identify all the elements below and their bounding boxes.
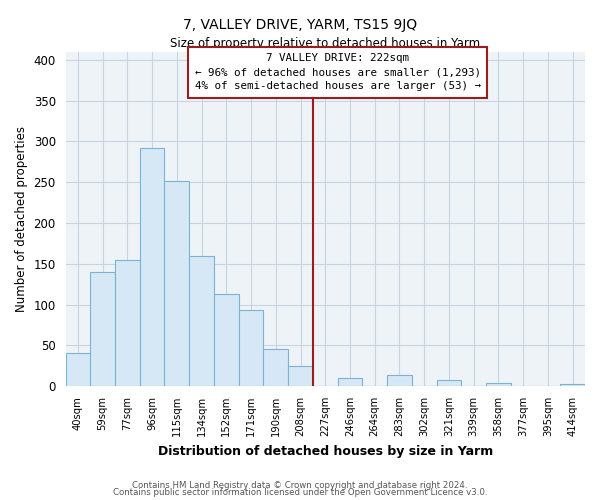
Y-axis label: Number of detached properties: Number of detached properties <box>15 126 28 312</box>
Bar <box>115 260 140 386</box>
Bar <box>189 256 214 386</box>
Bar <box>263 348 288 386</box>
Text: 7 VALLEY DRIVE: 222sqm
← 96% of detached houses are smaller (1,293)
4% of semi-d: 7 VALLEY DRIVE: 222sqm ← 96% of detached… <box>194 54 481 92</box>
Title: Size of property relative to detached houses in Yarm: Size of property relative to detached ho… <box>170 38 481 51</box>
X-axis label: Distribution of detached houses by size in Yarm: Distribution of detached houses by size … <box>158 444 493 458</box>
Bar <box>560 384 585 386</box>
Bar <box>214 294 239 386</box>
Bar <box>288 366 313 386</box>
Text: 7, VALLEY DRIVE, YARM, TS15 9JQ: 7, VALLEY DRIVE, YARM, TS15 9JQ <box>183 18 417 32</box>
Bar <box>437 380 461 386</box>
Bar <box>338 378 362 386</box>
Bar <box>486 383 511 386</box>
Bar <box>164 182 189 386</box>
Text: Contains public sector information licensed under the Open Government Licence v3: Contains public sector information licen… <box>113 488 487 497</box>
Bar <box>65 354 90 386</box>
Bar <box>140 148 164 386</box>
Bar <box>239 310 263 386</box>
Bar <box>387 376 412 386</box>
Bar <box>90 272 115 386</box>
Text: Contains HM Land Registry data © Crown copyright and database right 2024.: Contains HM Land Registry data © Crown c… <box>132 480 468 490</box>
